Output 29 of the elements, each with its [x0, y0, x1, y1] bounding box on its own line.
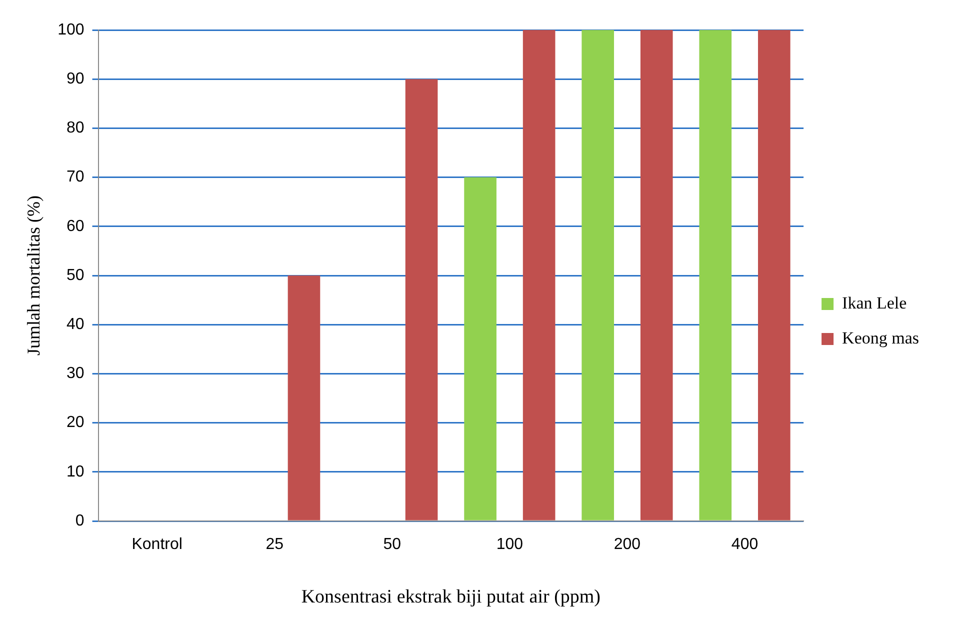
bar [758, 30, 790, 520]
x-tick-label: 400 [731, 536, 758, 554]
x-tick-label: 50 [383, 536, 402, 554]
y-tick-label: 20 [66, 414, 84, 432]
y-tick-label: 100 [58, 21, 84, 38]
bar [582, 30, 614, 520]
bar [640, 30, 673, 520]
bar [405, 79, 438, 520]
x-tick-label: Kontrol [132, 536, 182, 554]
x-tick-label: 25 [266, 536, 284, 554]
x-tick-label: 100 [496, 536, 524, 554]
bar [699, 30, 732, 520]
y-tick-label: 0 [75, 512, 84, 530]
y-tick-label: 70 [66, 168, 84, 186]
y-tick-label: 10 [66, 463, 84, 480]
bar [522, 30, 556, 520]
y-tick-label: 90 [66, 70, 84, 88]
y-axis-title: Jumlah mortalitas (%) [24, 196, 44, 356]
x-tick-label: 200 [614, 536, 641, 554]
y-tick-label: 40 [66, 316, 84, 334]
bar [464, 177, 496, 520]
x-axis-title: Konsentrasi ekstrak biji putat air (ppm) [301, 586, 601, 608]
legend-label: Ikan Lele [842, 293, 907, 312]
bar [288, 276, 320, 520]
legend-label: Keong mas [842, 328, 920, 348]
y-tick-label: 80 [66, 120, 84, 137]
y-tick-label: 30 [66, 365, 84, 382]
y-tick-label: 50 [66, 266, 84, 284]
y-tick-label: 60 [66, 218, 84, 235]
